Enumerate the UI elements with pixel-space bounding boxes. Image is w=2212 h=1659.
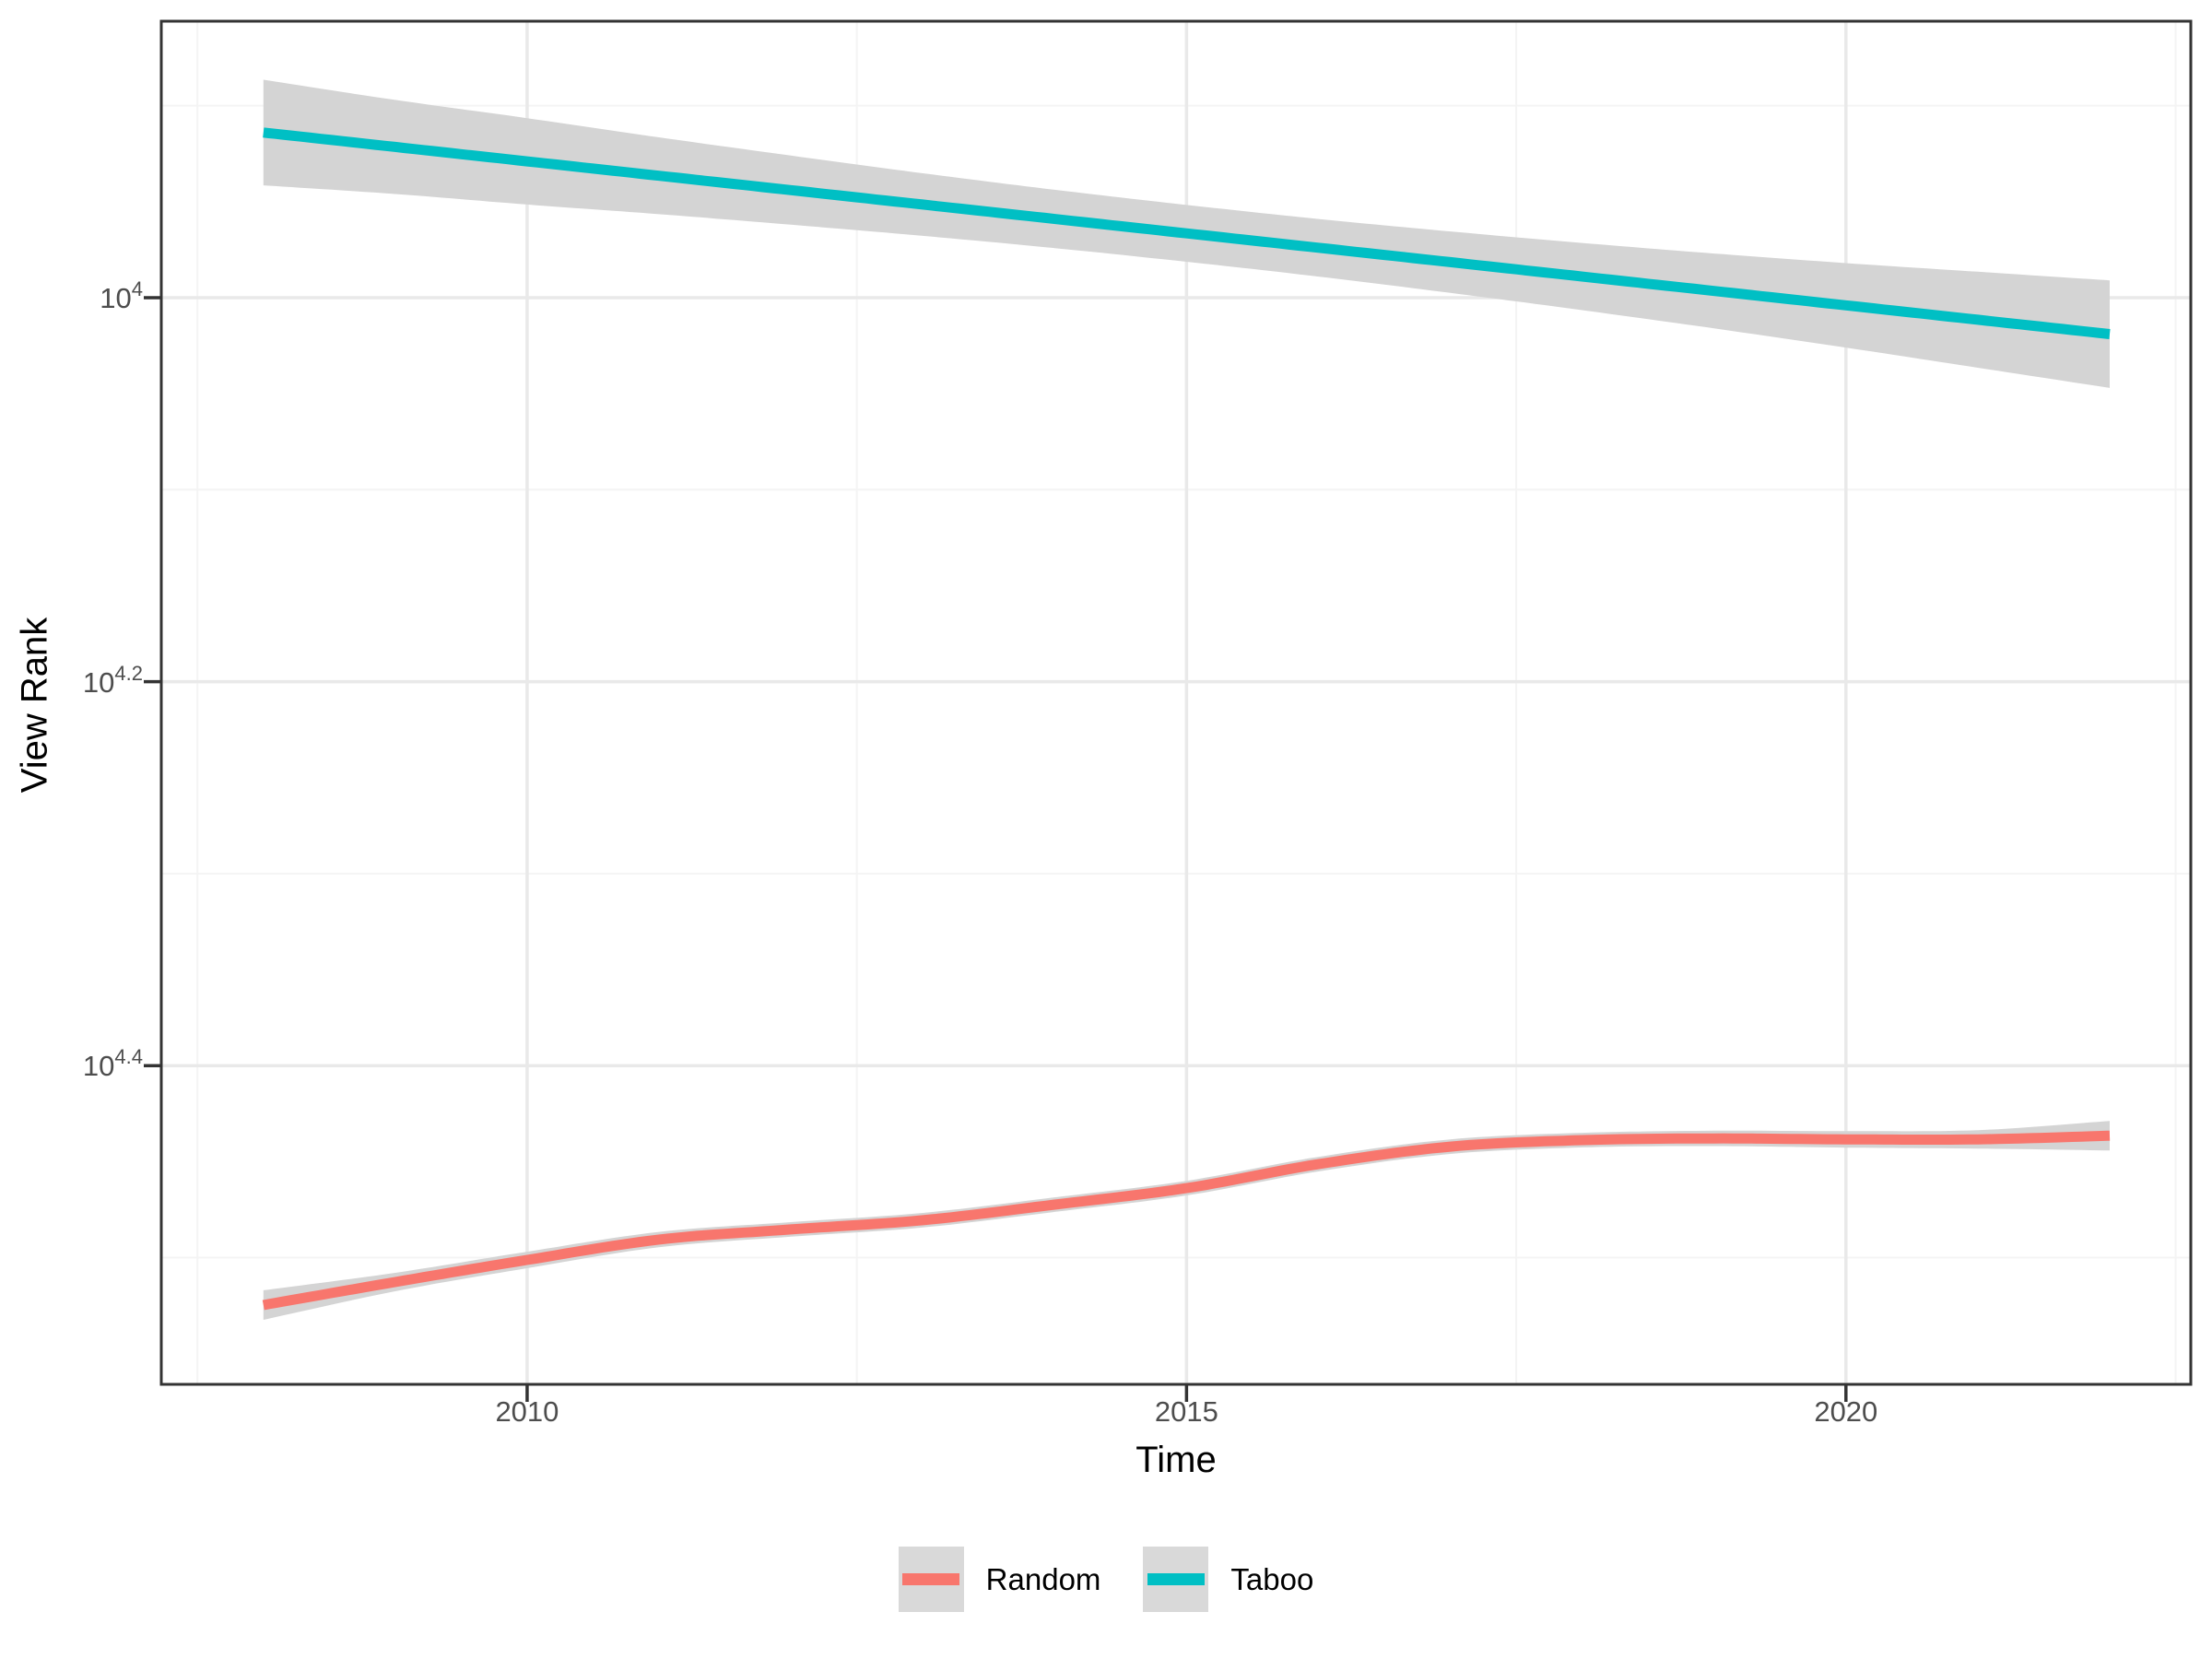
y-tick-label: 104 <box>100 276 143 314</box>
y-tick-label: 104.4 <box>82 1045 143 1083</box>
legend-item-taboo: Taboo <box>1143 1547 1313 1612</box>
x-tick-label: 2015 <box>1154 1395 1218 1428</box>
x-tick-label: 2010 <box>495 1395 559 1428</box>
x-axis-title: Time <box>1135 1440 1217 1480</box>
y-axis-title: View Rank <box>14 617 55 794</box>
legend-key-taboo <box>1143 1547 1209 1612</box>
y-tick-label: 104.2 <box>82 661 143 699</box>
x-tick-label: 2020 <box>1814 1395 1878 1428</box>
legend: Random Taboo <box>0 1547 2212 1612</box>
legend-label-taboo: Taboo <box>1230 1561 1314 1596</box>
random-trend-line <box>262 1130 2111 1311</box>
panel-border <box>159 19 2193 1386</box>
legend-item-random: Random <box>898 1547 1101 1612</box>
legend-label-random: Random <box>985 1561 1101 1596</box>
random-line-icon <box>902 1573 960 1585</box>
taboo-trend-line <box>263 127 2111 339</box>
taboo-line-icon <box>1147 1573 1205 1585</box>
legend-key-random <box>898 1547 964 1612</box>
